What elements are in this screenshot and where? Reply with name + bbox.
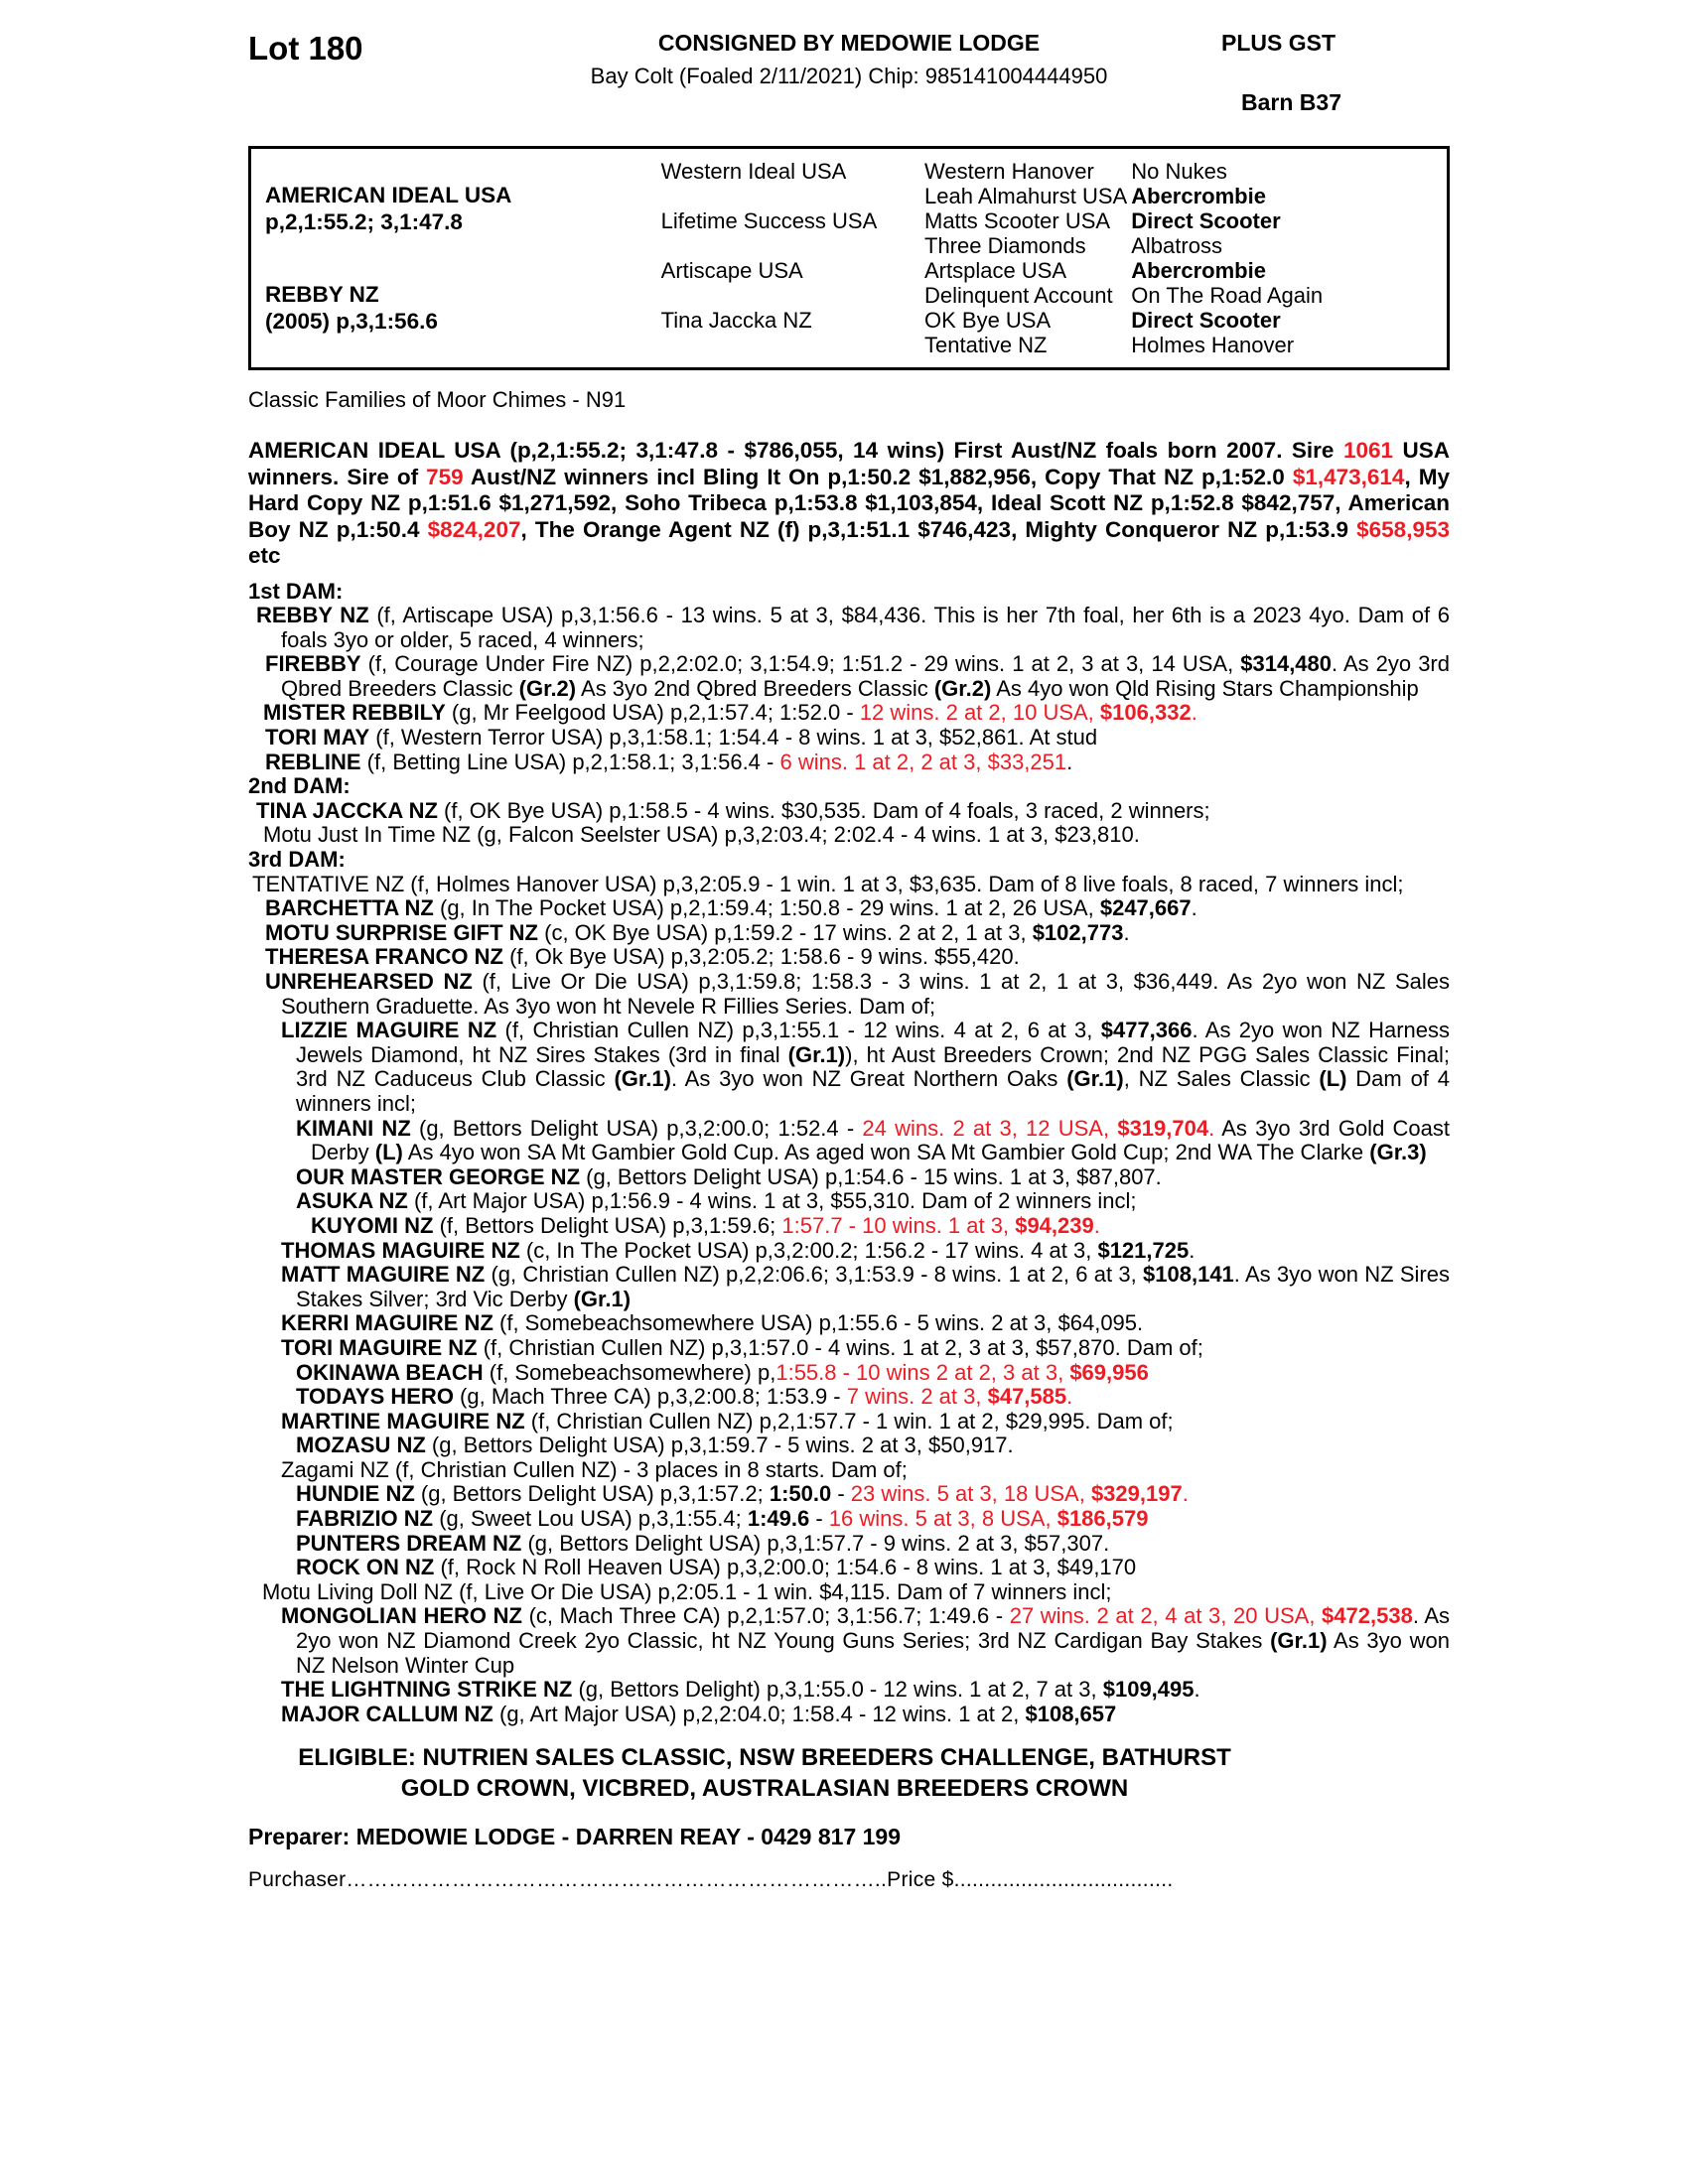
pedigree-g3-name: Three Diamonds — [924, 233, 1086, 258]
dam-name: REBBY NZ — [265, 282, 379, 307]
sire-paragraph: AMERICAN IDEAL USA (p,2,1:55.2; 3,1:47.8… — [248, 438, 1450, 568]
pedigree-entry: UNREHEARSED NZ (f, Live Or Die USA) p,3,… — [265, 969, 1450, 1019]
pedigree-entry: ASUKA NZ (f, Art Major USA) p,1:56.9 - 4… — [296, 1188, 1137, 1214]
pedigree-entry: ROCK ON NZ (f, Rock N Roll Heaven USA) p… — [296, 1555, 1137, 1580]
pedigree-entry: Zagami NZ (f, Christian Cullen NZ) - 3 p… — [281, 1456, 908, 1482]
pedigree-entry: KIMANI NZ (g, Bettors Delight USA) p,3,2… — [296, 1115, 1450, 1165]
pedigree-entry: MOZASU NZ (g, Bettors Delight USA) p,3,1… — [296, 1433, 1014, 1458]
purchaser-line: Purchaser…………………………………………………………………..Pric… — [248, 1868, 1174, 1892]
pedigree-entry: MISTER REBBILY (g, Mr Feelgood USA) p,2,… — [263, 700, 1197, 726]
consignor-line: CONSIGNED BY MEDOWIE LODGE — [657, 30, 1041, 56]
pedigree-g4-name: Abercrombie — [1131, 258, 1266, 283]
lot-number: Lot 180 — [248, 30, 363, 67]
header-center: CONSIGNED BY MEDOWIE LODGE Bay Colt (Foa… — [506, 30, 1192, 89]
family-line: Classic Families of Moor Chimes - N91 — [248, 387, 627, 412]
pedigree-entry: 1st DAM: — [248, 578, 344, 604]
plus-gst-label: PLUS GST — [1221, 30, 1336, 56]
pedigree-entry: LIZZIE MAGUIRE NZ (f, Christian Cullen N… — [281, 1018, 1450, 1116]
pedigree-entry: TORI MAGUIRE NZ (f, Christian Cullen NZ)… — [281, 1334, 1203, 1360]
pedigree-g4-name: Albatross — [1131, 233, 1222, 258]
pedigree-g4-name: Direct Scooter — [1131, 208, 1281, 233]
pedigree-entry: KUYOMI NZ (f, Bettors Delight USA) p,3,1… — [311, 1212, 1100, 1238]
pedigree-entry: REBBY NZ (f, Artiscape USA) p,3,1:56.6 -… — [256, 603, 1450, 652]
pedigree-g3-name: Western Hanover — [924, 159, 1094, 184]
pedigree-entry: PUNTERS DREAM NZ (g, Bettors Delight USA… — [296, 1530, 1110, 1556]
pedigree-g3-name: Tentative NZ — [924, 333, 1048, 357]
pedigree-entry: TENTATIVE NZ (f, Holmes Hanover USA) p,3… — [252, 871, 1404, 896]
progeny-entries: 1st DAM: REBBY NZ (f, Artiscape USA) p,3,… — [248, 578, 1450, 1727]
pedigree-g4-name: Abercrombie — [1131, 184, 1266, 208]
pedigree-g3-name: OK Bye USA — [924, 308, 1052, 333]
pedigree-entry: TINA JACCKA NZ (f, OK Bye USA) p,1:58.5 … — [256, 797, 1210, 823]
grandsire-name: Western Ideal USA — [660, 159, 847, 184]
pedigree-entry: MONGOLIAN HERO NZ (c, Mach Three CA) p,2… — [281, 1603, 1450, 1678]
pedigree-g3-name: Leah Almahurst USA — [924, 184, 1128, 208]
granddam-name: Lifetime Success USA — [660, 208, 878, 233]
dam-record: (2005) p,3,1:56.6 — [265, 309, 438, 334]
sire-name: AMERICAN IDEAL USA — [265, 183, 512, 207]
granddam-name: Tina Jaccka NZ — [660, 308, 812, 333]
pedigree-entry: THERESA FRANCO NZ (f, Ok Bye USA) p,3,2:… — [265, 944, 1020, 970]
pedigree-entry: OUR MASTER GEORGE NZ (g, Bettors Delight… — [296, 1163, 1162, 1189]
pedigree-entry: Motu Living Doll NZ (f, Live Or Die USA)… — [262, 1578, 1112, 1604]
header-right: PLUS GST Barn B37 — [1192, 30, 1450, 116]
pedigree-g3-name: Delinquent Account — [924, 283, 1113, 308]
pedigree-entry: BARCHETTA NZ (g, In The Pocket USA) p,2,… — [265, 895, 1197, 921]
pedigree-entry: OKINAWA BEACH (f, Somebeachsomewhere) p,… — [296, 1359, 1149, 1385]
grandsire-name: Artiscape USA — [660, 258, 803, 283]
pedigree-entry: KERRI MAGUIRE NZ (f, Somebeachsomewhere … — [281, 1310, 1144, 1336]
eligibility-line: GOLD CROWN, VICBRED, AUSTRALASIAN BREEDE… — [400, 1775, 1129, 1803]
pedigree-entry: THE LIGHTNING STRIKE NZ (g, Bettors Deli… — [281, 1677, 1200, 1703]
eligibility-line: ELIGIBLE: NUTRIEN SALES CLASSIC, NSW BRE… — [298, 1744, 1231, 1772]
pedigree-entry: 3rd DAM: — [248, 847, 346, 873]
dam-cell: REBBY NZ (2005) p,3,1:56.6 — [265, 258, 661, 357]
pedigree-entry: FIREBBY (f, Courage Under Fire NZ) p,2,2… — [265, 651, 1450, 701]
pedigree-entry: MATT MAGUIRE NZ (g, Christian Cullen NZ)… — [281, 1262, 1450, 1311]
page-header: Lot 180 CONSIGNED BY MEDOWIE LODGE Bay C… — [248, 30, 1450, 116]
barn-label: Barn B37 — [1241, 89, 1341, 115]
pedigree-g4-name: No Nukes — [1131, 159, 1227, 184]
pedigree-entry: 2nd DAM: — [248, 773, 351, 799]
pedigree-g3-name: Artsplace USA — [924, 258, 1067, 283]
page-content: Lot 180 CONSIGNED BY MEDOWIE LODGE Bay C… — [248, 30, 1450, 1892]
preparer-line: Preparer: MEDOWIE LODGE - DARREN REAY - … — [248, 1824, 902, 1850]
eligibility-block: ELIGIBLE: NUTRIEN SALES CLASSIC, NSW BRE… — [248, 1742, 1281, 1804]
pedigree-entry: MOTU SURPRISE GIFT NZ (c, OK Bye USA) p,… — [265, 919, 1130, 945]
pedigree-entry: MARTINE MAGUIRE NZ (f, Christian Cullen … — [281, 1408, 1174, 1433]
pedigree-entry: MAJOR CALLUM NZ (g, Art Major USA) p,2,2… — [281, 1701, 1117, 1726]
pedigree-entry: REBLINE (f, Betting Line USA) p,2,1:58.1… — [265, 749, 1073, 774]
pedigree-entry: FABRIZIO NZ (g, Sweet Lou USA) p,3,1:55.… — [296, 1506, 1149, 1532]
pedigree-g4-name: Holmes Hanover — [1131, 333, 1295, 357]
pedigree-g4-name: On The Road Again — [1131, 283, 1324, 308]
pedigree-entry: HUNDIE NZ (g, Bettors Delight USA) p,3,1… — [296, 1481, 1189, 1507]
pedigree-entry: TORI MAY (f, Western Terror USA) p,3,1:5… — [265, 725, 1098, 751]
sire-record: p,2,1:55.2; 3,1:47.8 — [265, 209, 463, 234]
pedigree-entry: THOMAS MAGUIRE NZ (c, In The Pocket USA)… — [281, 1237, 1196, 1263]
pedigree-g3-name: Matts Scooter USA — [924, 208, 1111, 233]
pedigree-table: AMERICAN IDEAL USA p,2,1:55.2; 3,1:47.8 … — [248, 146, 1450, 370]
pedigree-g4-name: Direct Scooter — [1131, 308, 1281, 333]
pedigree-entry: Motu Just In Time NZ (g, Falcon Seelster… — [263, 822, 1140, 848]
pedigree-entry: TODAYS HERO (g, Mach Three CA) p,3,2:00.… — [296, 1384, 1073, 1410]
foaling-line: Bay Colt (Foaled 2/11/2021) Chip: 985141… — [590, 64, 1108, 88]
sire-cell: AMERICAN IDEAL USA p,2,1:55.2; 3,1:47.8 — [265, 159, 661, 258]
